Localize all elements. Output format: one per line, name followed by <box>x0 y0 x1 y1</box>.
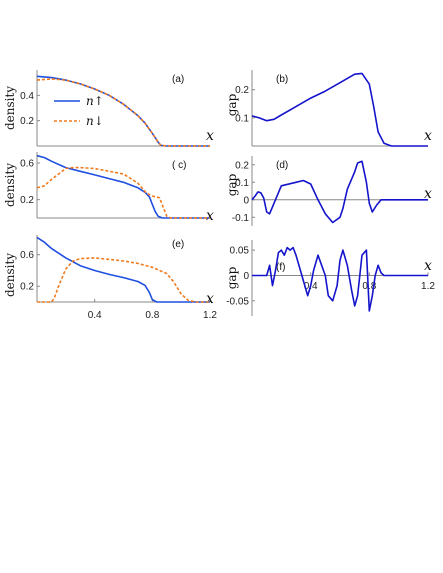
panel-e: 0.2 0.6 0.4 0.8 1.2 x density (e) <box>3 235 217 321</box>
legend-label-down: n↓ <box>86 114 104 128</box>
y-axis-label: gap <box>225 93 239 116</box>
y-axis-label: gap <box>225 173 239 196</box>
panel-label: (e) <box>172 239 184 250</box>
y-tick-label: 0.2 <box>20 282 34 293</box>
y-tick-label: 0.2 <box>20 116 34 127</box>
y-tick-label: -0.05 <box>226 296 249 307</box>
panel-label: (d) <box>276 160 288 171</box>
y-tick-label: 0.05 <box>230 246 250 257</box>
y-tick-label: 0 <box>243 195 249 206</box>
series-line-n-down <box>37 257 210 303</box>
x-axis-label: x <box>424 258 432 274</box>
x-tick-label: 0.8 <box>362 281 376 292</box>
y-tick-label: 0.6 <box>20 250 34 261</box>
y-axis-label: density <box>3 253 17 297</box>
x-tick-label: 1.2 <box>421 281 435 292</box>
y-tick-label: 0.2 <box>235 160 249 171</box>
y-axis-label: density <box>3 163 17 207</box>
y-tick-label: 0.6 <box>20 159 34 170</box>
series-line-gap <box>251 160 428 224</box>
x-axis-label: x <box>206 291 214 307</box>
series-line-gap <box>251 72 428 147</box>
y-axis-label: gap <box>225 266 239 289</box>
y-tick-label: -0.1 <box>232 213 250 224</box>
y-tick-label: 0.2 <box>20 195 34 206</box>
x-tick-label: 0.8 <box>145 310 159 321</box>
x-axis-label: x <box>424 186 432 202</box>
y-tick-label: 0.2 <box>235 85 249 96</box>
y-tick-label: 0.4 <box>20 91 34 102</box>
x-axis-label: x <box>424 128 432 144</box>
y-axis-label: density <box>3 86 17 130</box>
panel-label: (b) <box>276 74 288 85</box>
x-axis-label: x <box>206 128 214 144</box>
y-tick-label: 0.1 <box>235 113 249 124</box>
panel-b: 0.1 0.2 x gap (b) <box>225 70 432 147</box>
panel-c: 0.2 0.6 x density ( c) <box>3 152 214 224</box>
y-tick-label: 0 <box>243 271 249 282</box>
panel-label: (a) <box>172 74 184 85</box>
series-line-n-up <box>36 154 210 219</box>
x-tick-label: 1.2 <box>203 310 217 321</box>
series-line-gap <box>252 246 428 312</box>
x-axis-label: x <box>206 208 214 224</box>
series-line-n-down <box>36 166 210 219</box>
legend: n↑ n↓ <box>54 94 104 128</box>
series-line-n-down <box>36 78 210 147</box>
y-tick-label: 0.1 <box>235 178 249 189</box>
panel-label: ( c) <box>172 160 186 171</box>
panel-a: 0.2 0.4 x density (a) <box>3 70 214 147</box>
panel-d: -0.1 0 0.1 0.2 x gap (d) <box>225 156 432 226</box>
legend-label-up: n↑ <box>86 94 104 108</box>
panel-label: (f) <box>276 262 285 273</box>
x-tick-label: 0.4 <box>88 310 102 321</box>
series-line-n-up <box>36 236 210 303</box>
series-line-n-up <box>36 75 210 147</box>
